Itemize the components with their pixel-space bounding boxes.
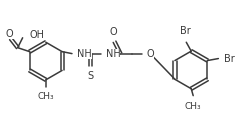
Text: Br: Br (180, 26, 191, 36)
Text: O: O (110, 27, 117, 37)
Text: CH₃: CH₃ (38, 92, 54, 101)
Text: Br: Br (224, 54, 235, 64)
Text: OH: OH (30, 30, 45, 40)
Text: O: O (6, 29, 13, 39)
Text: NH: NH (106, 49, 120, 59)
Text: S: S (88, 71, 94, 81)
Text: NH: NH (77, 49, 92, 59)
Text: CH₃: CH₃ (185, 102, 201, 111)
Text: O: O (146, 49, 154, 59)
